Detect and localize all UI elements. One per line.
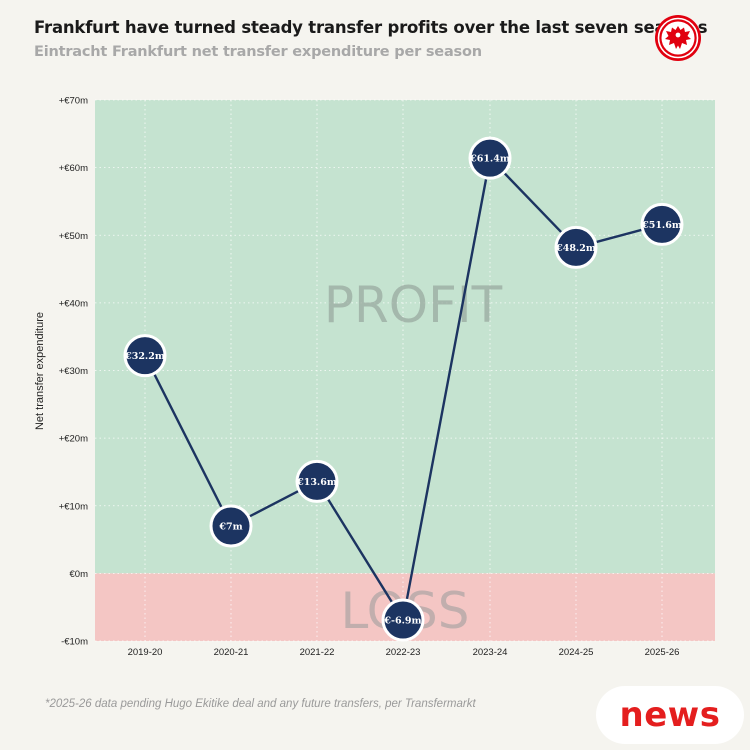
y-tick-label: €0m [70, 569, 89, 580]
profit-zone-label: PROFIT [324, 276, 503, 334]
data-point: €61.4m [468, 136, 512, 180]
x-tick-label: 2023-24 [473, 647, 508, 658]
data-label: €7m [218, 522, 242, 533]
x-tick-label: 2020-21 [214, 647, 249, 658]
x-tick-label: 2025-26 [645, 647, 680, 658]
chart-subtitle: Eintracht Frankfurt net transfer expendi… [34, 44, 482, 60]
data-point: €32.2m [123, 334, 167, 378]
data-point-marker [468, 136, 512, 180]
y-tick-label: +€40m [59, 298, 88, 309]
y-tick-label: +€60m [59, 163, 88, 174]
data-point-marker [554, 225, 598, 269]
data-point-marker [295, 459, 339, 503]
data-label: €61.4m [469, 154, 510, 165]
data-point-marker [640, 202, 684, 246]
data-point: €51.6m [640, 202, 684, 246]
footnote: *2025-26 data pending Hugo Ekitike deal … [45, 698, 476, 710]
data-label: €13.6m [296, 477, 337, 488]
eagle-crest-icon [655, 15, 701, 61]
data-point: €7m [209, 504, 253, 548]
y-tick-label: +€30m [59, 366, 88, 377]
y-tick-label: +€70m [59, 96, 88, 107]
y-tick-label: -€10m [61, 637, 88, 648]
news-badge: news [596, 686, 744, 744]
news-badge-label: news [619, 695, 721, 735]
chart-title: Frankfurt have turned steady transfer pr… [34, 18, 708, 37]
data-label: €51.6m [641, 220, 682, 231]
data-point-marker [123, 334, 167, 378]
data-label: €32.2m [124, 351, 165, 362]
y-tick-label: +€10m [59, 501, 88, 512]
data-label: €-6.9m [383, 616, 421, 627]
y-tick-label: +€50m [59, 231, 88, 242]
profit-zone [95, 100, 715, 574]
data-point: €48.2m [554, 225, 598, 269]
y-tick-label: +€20m [59, 434, 88, 445]
x-tick-label: 2019-20 [128, 647, 163, 658]
x-tick-label: 2024-25 [559, 647, 594, 658]
data-label: €48.2m [555, 243, 596, 254]
data-point-marker [209, 504, 253, 548]
x-tick-label: 2022-23 [386, 647, 421, 658]
data-point: €-6.9m [381, 598, 425, 642]
x-tick-label: 2021-22 [300, 647, 335, 658]
data-point: €13.6m [295, 459, 339, 503]
data-point-marker [381, 598, 425, 642]
